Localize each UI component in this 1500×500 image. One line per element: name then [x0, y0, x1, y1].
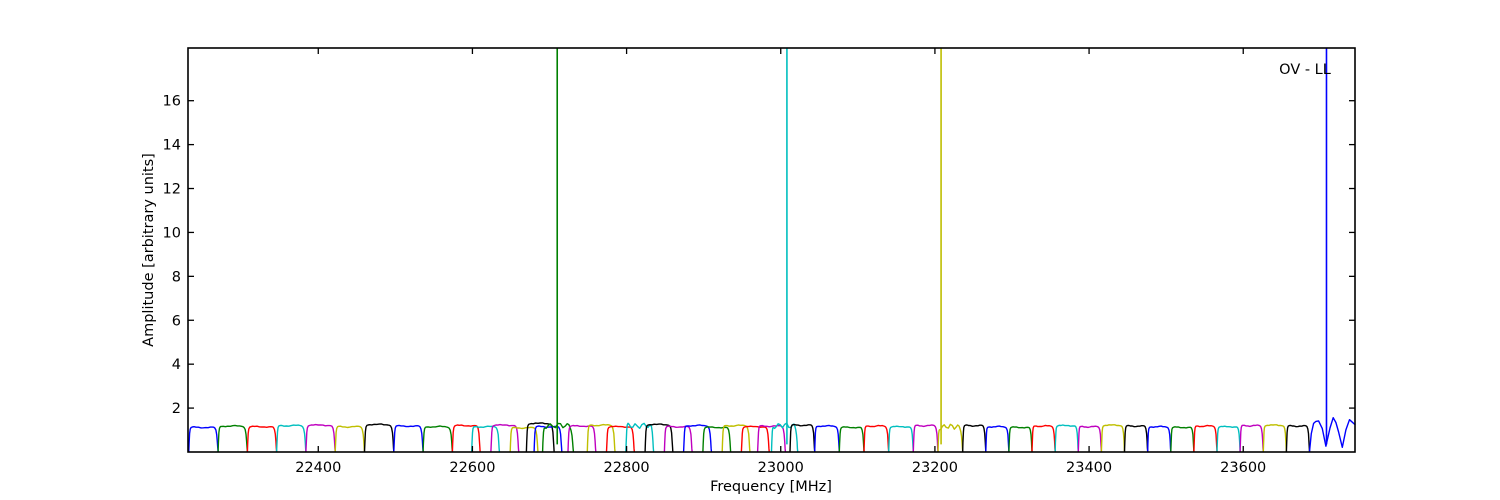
- axes-frame: [187, 47, 1356, 453]
- station-polarization-label: OV - LL: [1279, 62, 1331, 78]
- bandpass-curve: [1308, 417, 1356, 453]
- bandpass-curve: [863, 424, 890, 453]
- bandpass-curve: [702, 426, 732, 453]
- bandpass-curve: [490, 423, 520, 453]
- x-tick-label: 22400: [295, 460, 341, 476]
- y-tick-label: 2: [172, 401, 181, 417]
- bandpass-curve: [541, 422, 575, 453]
- bandpass-curve: [1170, 426, 1195, 453]
- y-tick-label: 10: [163, 225, 181, 241]
- y-axis-label: Amplitude [arbitrary units]: [141, 153, 157, 347]
- bandpass-curve: [838, 426, 865, 453]
- bandpass-curve: [451, 424, 481, 453]
- y-tick-label: 4: [172, 357, 181, 373]
- bandpass-curve: [962, 424, 987, 453]
- bandpass-curve: [217, 424, 249, 453]
- bandpass-curve: [1216, 425, 1241, 453]
- bandpass-curve: [721, 424, 751, 453]
- y-tick-label: 14: [163, 138, 181, 154]
- x-tick-label: 22600: [449, 460, 495, 476]
- bandpass-curve: [393, 424, 424, 453]
- bandpass-curve: [1100, 424, 1126, 453]
- bandpass-curve: [509, 426, 539, 453]
- bandpass-curve: [471, 425, 501, 453]
- bandpass-curve: [912, 424, 939, 453]
- y-tick-label: 16: [163, 94, 181, 110]
- bandpass-curve: [246, 425, 278, 453]
- bandpass-curve: [985, 425, 1010, 453]
- bandpass-curve: [305, 423, 336, 453]
- bandpass-curve: [740, 425, 770, 453]
- bandpass-curve: [1054, 424, 1079, 453]
- bandpass-curve: [1193, 424, 1218, 453]
- bandpass-curve: [1285, 424, 1311, 453]
- bandpass-curve: [1147, 425, 1172, 453]
- y-tick-label: 12: [163, 182, 181, 198]
- bandpass-curve: [363, 423, 395, 453]
- bandpass-curve: [1077, 425, 1103, 453]
- bandpass-curve: [1123, 424, 1149, 453]
- bandpass-curve: [1239, 424, 1264, 453]
- bandpass-curve: [422, 425, 454, 453]
- bandpass-curve: [188, 426, 219, 453]
- bandpass-curve: [644, 423, 674, 453]
- bandpass-curve: [756, 424, 787, 453]
- bandpass-curve: [1031, 424, 1056, 453]
- x-tick-label: 23400: [1066, 460, 1112, 476]
- bandpass-curve: [533, 425, 563, 453]
- x-axis-label: Frequency [MHz]: [710, 479, 832, 495]
- bandpass-curve: [1262, 424, 1288, 453]
- x-tick-label: 23600: [1220, 460, 1266, 476]
- bandpass-curve: [937, 423, 964, 453]
- x-tick-label: 23200: [912, 460, 958, 476]
- bandpass-curve: [275, 424, 307, 453]
- bandpass-curve: [814, 424, 840, 453]
- bandpass-curve: [605, 425, 635, 453]
- bandpass-curve: [888, 425, 914, 453]
- bandpass-curve: [625, 422, 655, 453]
- bandpass-curve: [525, 422, 555, 453]
- bandpass-curve: [567, 424, 597, 453]
- bandpass-curve: [334, 425, 366, 453]
- x-tick-label: 23000: [758, 460, 804, 476]
- y-tick-label: 8: [172, 269, 181, 285]
- bandpass-curve: [1008, 426, 1033, 453]
- x-tick-label: 22800: [604, 460, 650, 476]
- bandpass-curve: [663, 425, 693, 453]
- bandpass-curve: [682, 424, 713, 453]
- bandpass-curve: [770, 422, 799, 453]
- bandpass-curve: [789, 423, 816, 453]
- y-tick-label: 6: [172, 313, 181, 329]
- bandpass-curve: [586, 423, 616, 453]
